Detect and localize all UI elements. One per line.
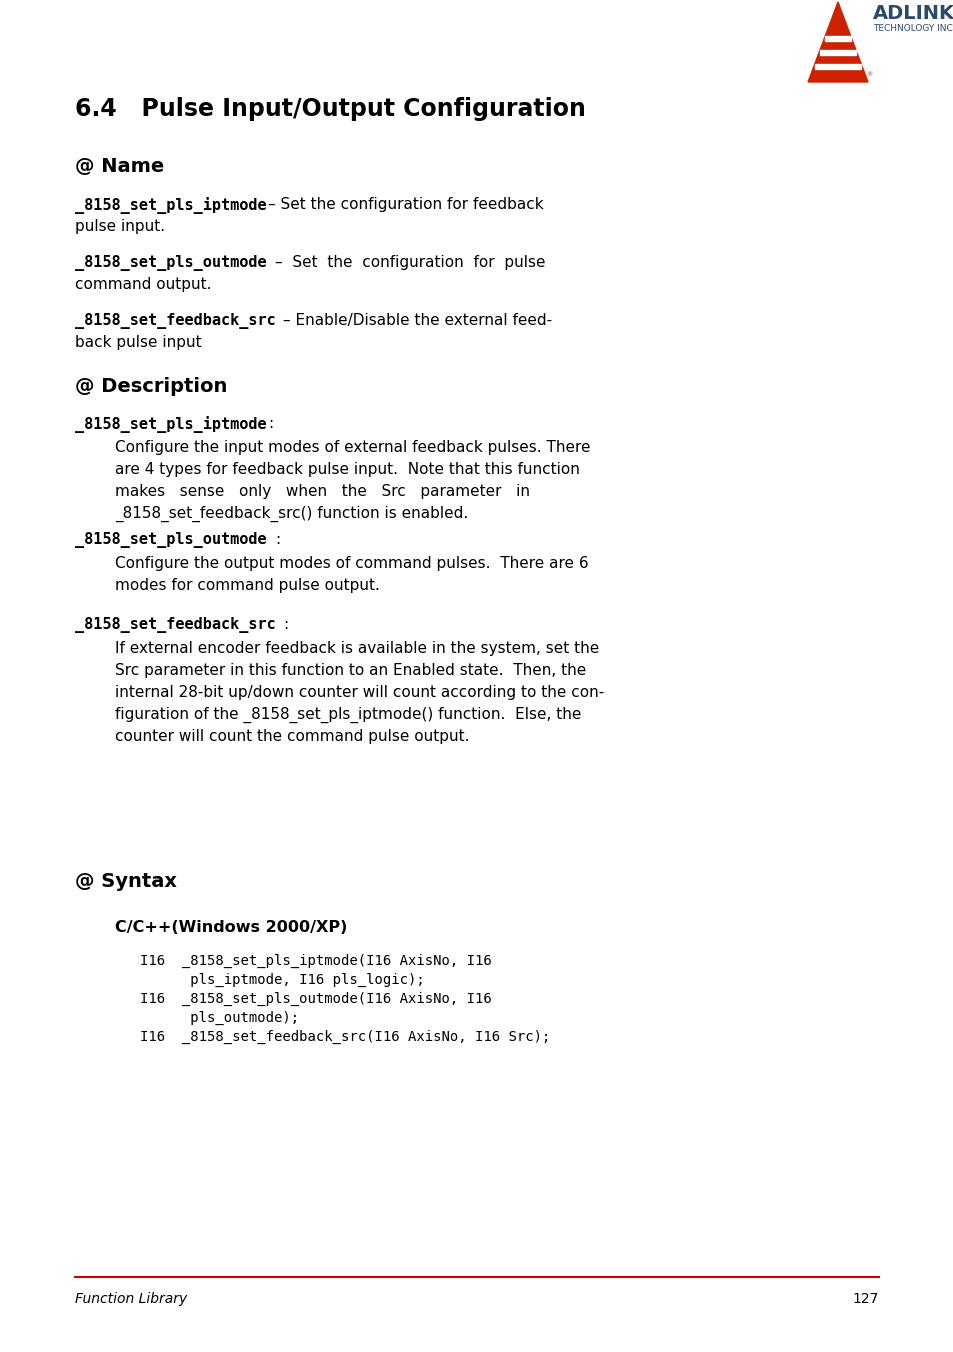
- Text: Configure the output modes of command pulses.  There are 6: Configure the output modes of command pu…: [115, 556, 588, 571]
- Text: I16  _8158_set_feedback_src(I16 AxisNo, I16 Src);: I16 _8158_set_feedback_src(I16 AxisNo, I…: [140, 1030, 550, 1044]
- Text: If external encoder feedback is available in the system, set the: If external encoder feedback is availabl…: [115, 641, 598, 656]
- Text: counter will count the command pulse output.: counter will count the command pulse out…: [115, 729, 469, 744]
- Text: _8158_set_pls_iptmode: _8158_set_pls_iptmode: [75, 197, 266, 214]
- Polygon shape: [807, 1, 867, 82]
- Text: – Set the configuration for feedback: – Set the configuration for feedback: [268, 197, 543, 212]
- Text: pulse input.: pulse input.: [75, 219, 165, 234]
- Text: 6.4   Pulse Input/Output Configuration: 6.4 Pulse Input/Output Configuration: [75, 97, 585, 120]
- Text: makes   sense   only   when   the   Src   parameter   in: makes sense only when the Src parameter …: [115, 484, 530, 499]
- Text: Function Library: Function Library: [75, 1293, 187, 1306]
- Text: _8158_set_feedback_src: _8158_set_feedback_src: [75, 617, 275, 633]
- Text: –  Set  the  configuration  for  pulse: – Set the configuration for pulse: [274, 256, 545, 270]
- Polygon shape: [820, 50, 855, 55]
- Text: _8158_set_feedback_src() function is enabled.: _8158_set_feedback_src() function is ena…: [115, 506, 468, 522]
- Text: TECHNOLOGY INC.: TECHNOLOGY INC.: [872, 24, 953, 32]
- Text: _8158_set_pls_outmode: _8158_set_pls_outmode: [75, 256, 266, 270]
- Text: @ Description: @ Description: [75, 377, 227, 396]
- Text: – Enable/Disable the external feed-: – Enable/Disable the external feed-: [283, 314, 552, 329]
- Text: are 4 types for feedback pulse input.  Note that this function: are 4 types for feedback pulse input. No…: [115, 462, 579, 477]
- Text: command output.: command output.: [75, 277, 212, 292]
- Text: @ Syntax: @ Syntax: [75, 872, 177, 891]
- Text: Src parameter in this function to an Enabled state.  Then, the: Src parameter in this function to an Ena…: [115, 662, 586, 677]
- Text: ®: ®: [865, 72, 871, 77]
- Text: internal 28-bit up/down counter will count according to the con-: internal 28-bit up/down counter will cou…: [115, 685, 603, 700]
- Text: @ Name: @ Name: [75, 157, 164, 176]
- Text: modes for command pulse output.: modes for command pulse output.: [115, 579, 379, 594]
- Text: _8158_set_pls_outmode: _8158_set_pls_outmode: [75, 531, 266, 548]
- Text: pls_iptmode, I16 pls_logic);: pls_iptmode, I16 pls_logic);: [140, 973, 424, 987]
- Text: Configure the input modes of external feedback pulses. There: Configure the input modes of external fe…: [115, 439, 590, 456]
- Text: figuration of the _8158_set_pls_iptmode() function.  Else, the: figuration of the _8158_set_pls_iptmode(…: [115, 707, 580, 723]
- Text: :: :: [268, 416, 273, 431]
- Text: _8158_set_feedback_src: _8158_set_feedback_src: [75, 314, 275, 329]
- Text: 127: 127: [852, 1293, 878, 1306]
- Text: back pulse input: back pulse input: [75, 335, 201, 350]
- Text: pls_outmode);: pls_outmode);: [140, 1011, 299, 1025]
- Text: I16  _8158_set_pls_iptmode(I16 AxisNo, I16: I16 _8158_set_pls_iptmode(I16 AxisNo, I1…: [140, 955, 491, 968]
- Text: :: :: [283, 617, 288, 631]
- Text: C/C++(Windows 2000/XP): C/C++(Windows 2000/XP): [115, 919, 347, 936]
- Polygon shape: [824, 37, 850, 41]
- Text: ADLINK: ADLINK: [872, 4, 953, 23]
- Polygon shape: [814, 64, 861, 69]
- Text: :: :: [274, 531, 280, 548]
- Text: I16  _8158_set_pls_outmode(I16 AxisNo, I16: I16 _8158_set_pls_outmode(I16 AxisNo, I1…: [140, 992, 491, 1006]
- Text: _8158_set_pls_iptmode: _8158_set_pls_iptmode: [75, 416, 266, 433]
